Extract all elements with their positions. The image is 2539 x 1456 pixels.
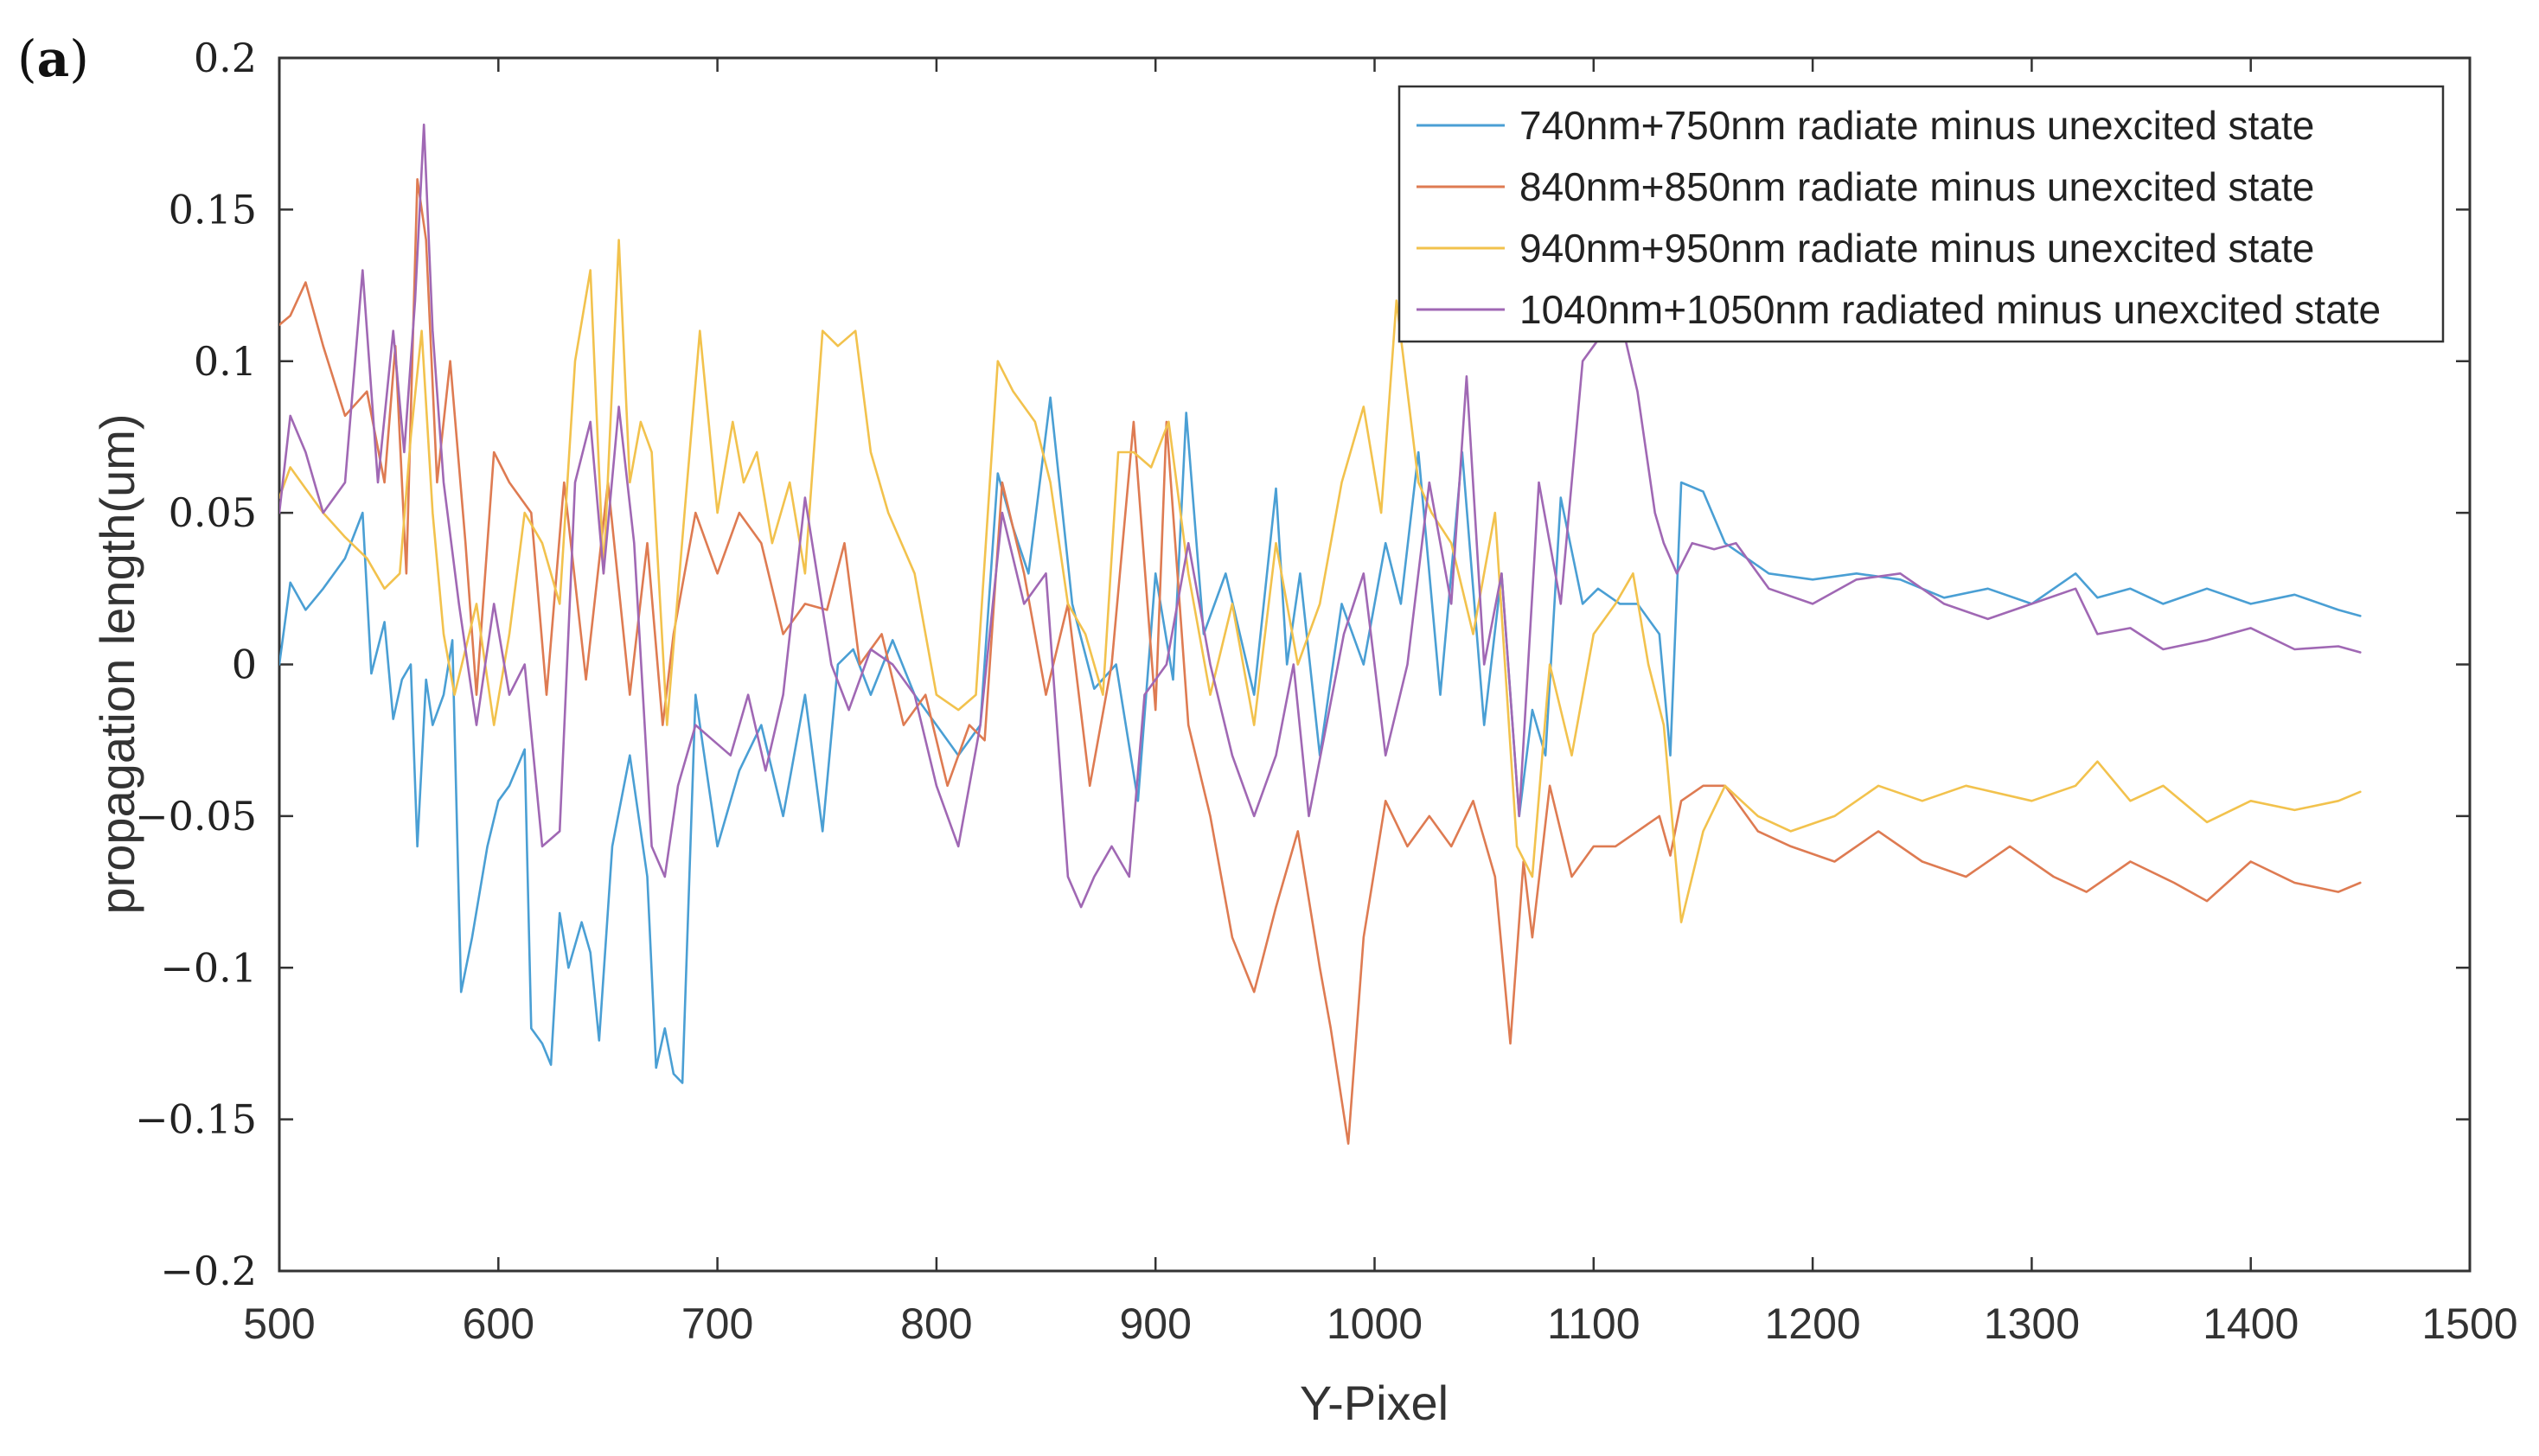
legend-label-2: 840nm+850nm radiate minus unexcited stat… xyxy=(1519,164,2314,209)
series-line-1 xyxy=(279,396,2362,1084)
x-tick-label: 600 xyxy=(463,1300,534,1348)
x-tick-label: 1400 xyxy=(2203,1300,2299,1348)
legend-label-4: 1040nm+1050nm radiated minus unexcited s… xyxy=(1519,287,2381,332)
legend: 740nm+750nm radiate minus unexcited stat… xyxy=(1397,85,2445,343)
x-tick-label: 1300 xyxy=(1984,1300,2080,1348)
panel-label-close: ) xyxy=(69,29,89,88)
y-tick-label: 0.05 xyxy=(169,489,257,536)
x-tick-label: 1100 xyxy=(1547,1300,1640,1348)
series-line-3 xyxy=(279,239,2362,923)
x-tick-label: 800 xyxy=(900,1300,972,1348)
tick-marks xyxy=(278,56,2472,1273)
y-tick-labels: 0.2 0.15 0.1 0.05 0 −0.05 −0.1 −0.15 −0.2 xyxy=(135,35,257,1294)
y-tick-label: 0.2 xyxy=(194,35,257,81)
x-tick-labels: 500 600 700 800 900 1000 1100 1200 1300 1400 1500 xyxy=(243,1300,2517,1348)
series-line-4 xyxy=(279,123,2362,909)
legend-label-3: 940nm+950nm radiate minus unexcited stat… xyxy=(1519,226,2314,271)
y-tick-label: −0.1 xyxy=(160,944,257,991)
y-tick-label: −0.15 xyxy=(135,1096,257,1143)
x-tick-label: 1000 xyxy=(1327,1300,1423,1348)
y-tick-label: 0.1 xyxy=(194,338,257,385)
x-tick-label: 700 xyxy=(681,1300,753,1348)
x-tick-label: 1200 xyxy=(1764,1300,1860,1348)
panel-label: (a) xyxy=(17,29,89,88)
y-tick-label: −0.05 xyxy=(135,793,257,840)
y-tick-label: −0.2 xyxy=(160,1248,257,1294)
panel-label-letter: a xyxy=(37,29,70,88)
x-tick-label: 500 xyxy=(243,1300,315,1348)
y-tick-label: 0 xyxy=(232,642,257,688)
x-tick-label: 1500 xyxy=(2421,1300,2517,1348)
y-axis-label: propagation length(um) xyxy=(90,413,144,914)
legend-label-1: 740nm+750nm radiate minus unexcited stat… xyxy=(1519,103,2314,148)
series-line-2 xyxy=(279,178,2362,1145)
y-tick-label: 0.15 xyxy=(169,186,257,233)
x-axis-label: Y-Pixel xyxy=(1300,1376,1449,1430)
legend-box xyxy=(1397,85,2445,343)
panel-label-open: ( xyxy=(17,29,37,88)
series-lines xyxy=(279,123,2362,1145)
x-tick-label: 900 xyxy=(1119,1300,1191,1348)
